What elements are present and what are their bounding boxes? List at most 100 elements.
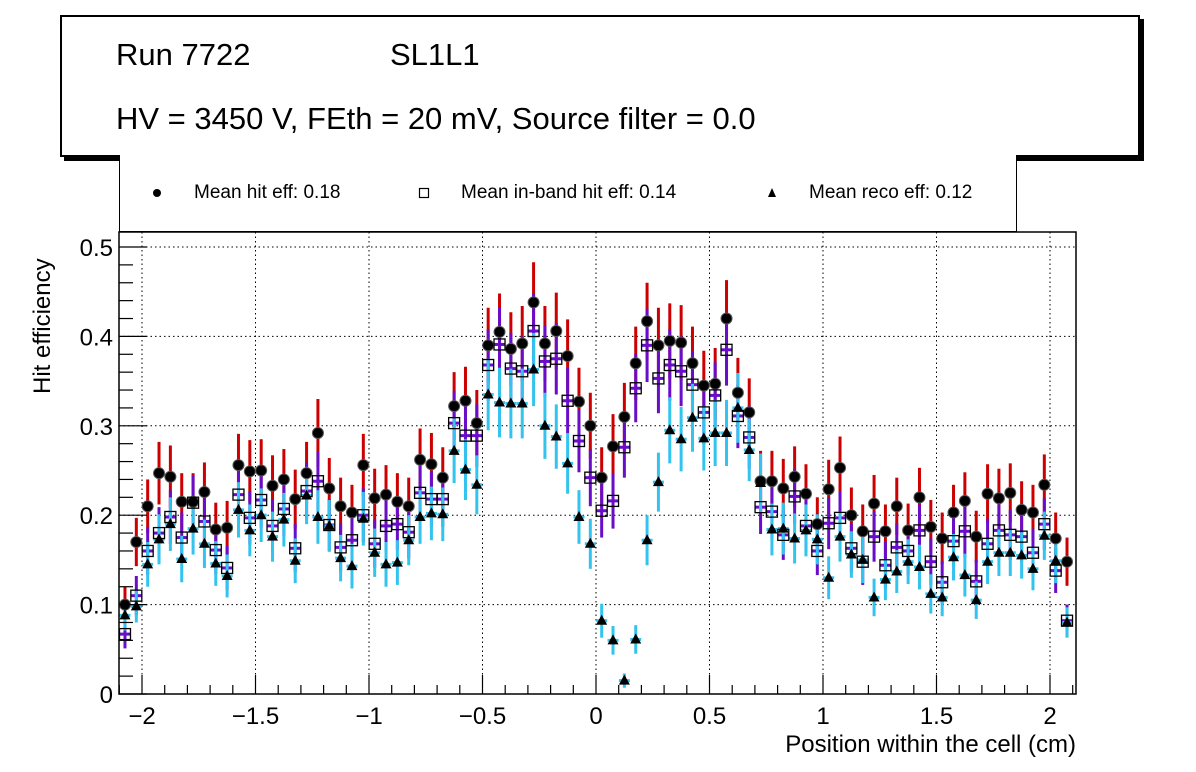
reco-eff-point xyxy=(380,558,392,569)
inband-eff-point xyxy=(606,494,620,508)
reco-eff-point xyxy=(845,548,857,559)
hit-eff-point xyxy=(799,487,812,500)
reco-eff-point xyxy=(164,518,176,529)
reco-eff-point xyxy=(425,507,437,518)
hit-eff-point xyxy=(811,518,824,531)
reco-eff-point xyxy=(868,591,880,602)
hit-eff-point xyxy=(1061,555,1074,568)
hit-eff-point xyxy=(765,475,778,488)
reco-eff-point xyxy=(1004,546,1016,557)
hit-eff-point xyxy=(538,337,551,350)
inband-eff-point xyxy=(413,486,427,500)
hit-eff-point xyxy=(380,488,393,501)
hit-eff-point xyxy=(584,419,597,432)
reco-eff-point xyxy=(1016,549,1028,560)
hit-eff-point xyxy=(141,500,154,513)
reco-eff-point xyxy=(278,513,290,524)
hit-eff-point xyxy=(527,296,540,309)
inband-eff-point xyxy=(697,406,710,419)
inband-eff-point xyxy=(289,542,302,555)
x-tick-label: 2 xyxy=(1043,703,1056,730)
hit-eff-point xyxy=(879,525,892,538)
y-axis-label: Hit efficiency xyxy=(29,258,56,394)
hit-eff-point xyxy=(1004,486,1017,499)
reco-eff-point xyxy=(312,510,324,521)
inband-eff-point xyxy=(538,355,552,368)
hit-eff-point xyxy=(243,465,256,478)
inband-eff-point xyxy=(1004,528,1017,542)
axes: −2 −1.5 −1 −0.5 0 0.5 1 1.5 2 0 0.1 0.2 0.3 0.4 0.5 xyxy=(80,235,1074,730)
inband-eff-point xyxy=(572,434,586,448)
x-tick-label: 0 xyxy=(589,703,602,730)
reco-eff-point xyxy=(573,510,585,521)
reco-eff-point xyxy=(607,634,619,645)
run-label: Run 7722 xyxy=(116,37,251,72)
inband-eff-point xyxy=(811,544,824,558)
x-tick-label: −1.5 xyxy=(232,703,279,730)
reco-eff-point xyxy=(187,522,199,533)
reco-eff-point xyxy=(630,633,642,644)
hit-eff-point xyxy=(345,506,358,519)
reco-eff-point xyxy=(1027,562,1039,573)
hit-eff-point xyxy=(1026,506,1039,519)
reco-eff-point xyxy=(448,444,460,455)
hit-eff-point xyxy=(618,410,631,423)
reco-eff-point xyxy=(1038,529,1050,540)
reco-eff-point xyxy=(335,552,347,563)
inband-eff-point xyxy=(992,524,1006,537)
inband-eff-point xyxy=(323,518,336,532)
legend: Mean hit eff: 0.18 Mean in-band hit eff:… xyxy=(119,155,1017,232)
x-tick-label: 0.5 xyxy=(693,703,726,730)
hit-eff-point xyxy=(255,464,268,477)
reco-eff-point xyxy=(732,401,744,412)
hit-eff-point xyxy=(970,530,983,543)
hit-eff-point xyxy=(311,426,324,439)
inband-eff-point xyxy=(391,517,404,531)
inband-eff-point xyxy=(1026,546,1040,559)
legend-label-inband: Mean in-band hit eff: 0.14 xyxy=(461,182,677,203)
hit-eff-point xyxy=(334,500,347,513)
hit-eff-point xyxy=(198,485,211,498)
reco-eff-point xyxy=(244,524,256,535)
inband-eff-point xyxy=(981,537,994,550)
reco-eff-point xyxy=(494,396,506,407)
x-tick-label: −2 xyxy=(128,703,155,730)
title-box: Run 7722 SL1L1 HV = 3450 V, FEth = 20 mV… xyxy=(60,15,1140,157)
hit-eff-point xyxy=(130,536,143,549)
reco-eff-point xyxy=(913,561,925,572)
reco-eff-point xyxy=(698,432,710,443)
inband-eff-point xyxy=(640,339,654,352)
legend-label-hit: Mean hit eff: 0.18 xyxy=(194,182,341,203)
hit-eff-point xyxy=(164,470,177,483)
hit-eff-point xyxy=(550,325,563,338)
reco-eff-point xyxy=(391,556,403,567)
inband-eff-point xyxy=(674,365,688,378)
hit-eff-point xyxy=(958,494,971,507)
hit-eff-point xyxy=(448,400,461,413)
hit-eff-point xyxy=(459,394,472,407)
inband-eff-point xyxy=(788,490,801,503)
reco-eff-point xyxy=(686,411,698,422)
hit-eff-point xyxy=(607,440,620,453)
inband-eff-point xyxy=(141,544,154,558)
reco-eff-point xyxy=(539,419,551,430)
reco-eff-point xyxy=(777,522,789,533)
inband-eff-point xyxy=(232,488,245,501)
hit-eff-point xyxy=(731,386,744,399)
reco-eff-point xyxy=(301,489,313,500)
inband-eff-point xyxy=(266,519,279,533)
reco-eff-point xyxy=(948,551,960,562)
inband-eff-point xyxy=(720,343,733,356)
reco-eff-point xyxy=(142,558,154,569)
reco-eff-point xyxy=(993,546,1005,557)
inband-eff-point xyxy=(731,409,745,423)
hit-eff-point xyxy=(641,315,654,328)
reco-eff-point xyxy=(755,477,767,488)
reco-eff-point xyxy=(289,554,301,565)
hit-eff-point xyxy=(493,325,506,338)
hit-eff-point xyxy=(300,467,313,480)
reco-eff-point xyxy=(153,533,165,544)
hit-eff-point xyxy=(890,500,903,513)
y-tick-label: 0.1 xyxy=(80,593,113,620)
